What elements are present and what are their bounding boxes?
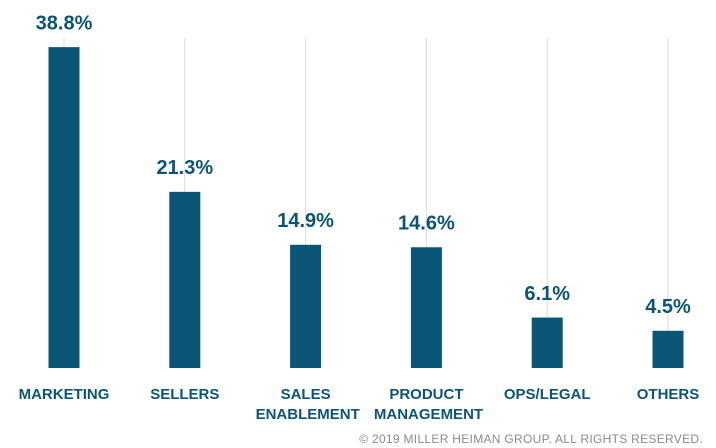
bar [290, 244, 322, 368]
value-label: 14.9% [277, 210, 334, 232]
bar [48, 47, 80, 369]
x-tick-label: OPS/LEGAL [504, 386, 591, 403]
value-label: 4.5% [645, 296, 691, 318]
value-label: 38.8% [36, 12, 93, 34]
footnote: © 2019 MILLER HEIMAN GROUP. ALL RIGHTS R… [359, 432, 703, 446]
value-label: 21.3% [156, 157, 213, 179]
x-tick-label: MARKETING [19, 386, 110, 403]
bar [531, 317, 563, 368]
x-tick-label: PRODUCT MANAGEMENT [370, 386, 483, 423]
value-label: 6.1% [524, 283, 570, 305]
value-label: 14.6% [398, 213, 455, 235]
bar [652, 330, 684, 368]
x-tick-label: SELLERS [150, 386, 219, 403]
bar [410, 247, 442, 368]
x-tick-label: OTHERS [637, 386, 700, 403]
bar [169, 191, 201, 368]
x-tick-label: SALES ENABLEMENT [251, 386, 359, 423]
